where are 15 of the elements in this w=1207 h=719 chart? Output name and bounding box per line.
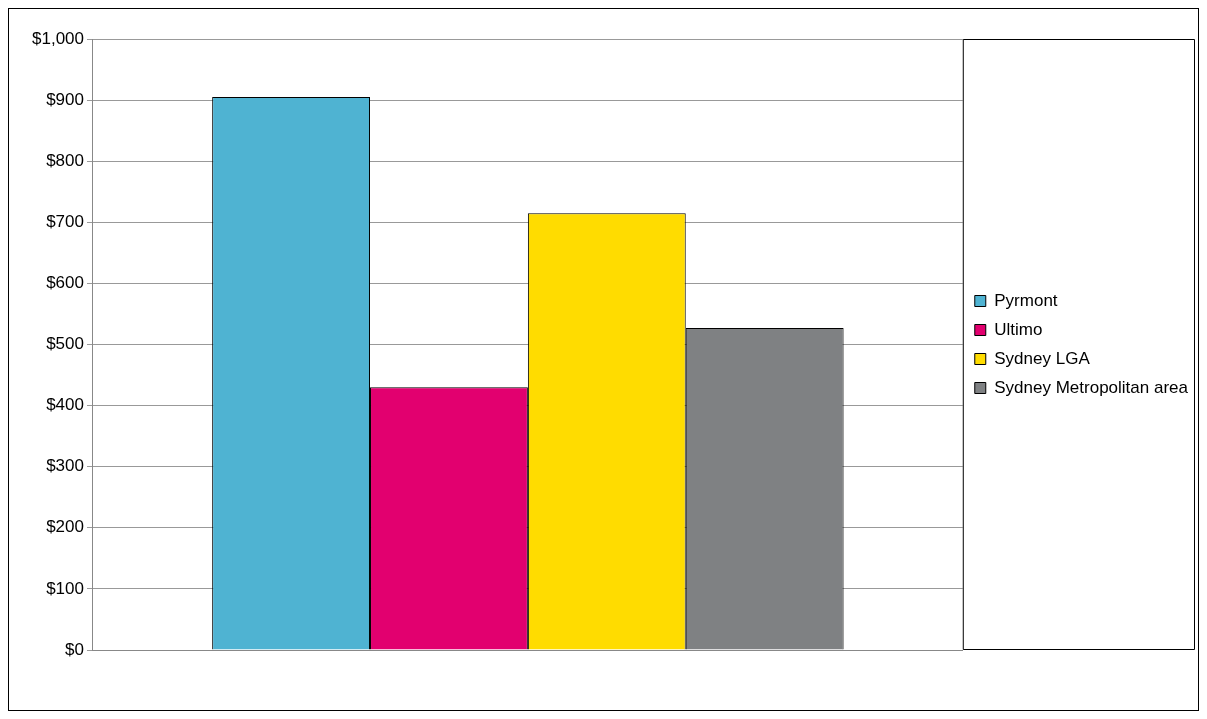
legend-label: Pyrmont <box>994 290 1058 310</box>
y-tick-label: $100 <box>46 578 84 598</box>
y-tick-label: $1,000 <box>32 28 84 48</box>
y-tick-label: $600 <box>46 273 84 293</box>
legend-label: Ultimo <box>994 319 1043 339</box>
y-tick-label: $300 <box>46 456 84 476</box>
y-tick-label: $200 <box>46 517 84 537</box>
legend-label: Sydney Metropolitan area <box>994 377 1189 397</box>
legend-label: Sydney LGA <box>994 348 1091 368</box>
y-tick-label: $900 <box>46 89 84 109</box>
y-tick-label: $0 <box>65 639 84 659</box>
y-tick-label: $800 <box>46 150 84 170</box>
y-tick-label: $500 <box>46 334 84 354</box>
y-tick-label: $400 <box>46 395 84 415</box>
y-tick-label: $700 <box>46 211 84 231</box>
